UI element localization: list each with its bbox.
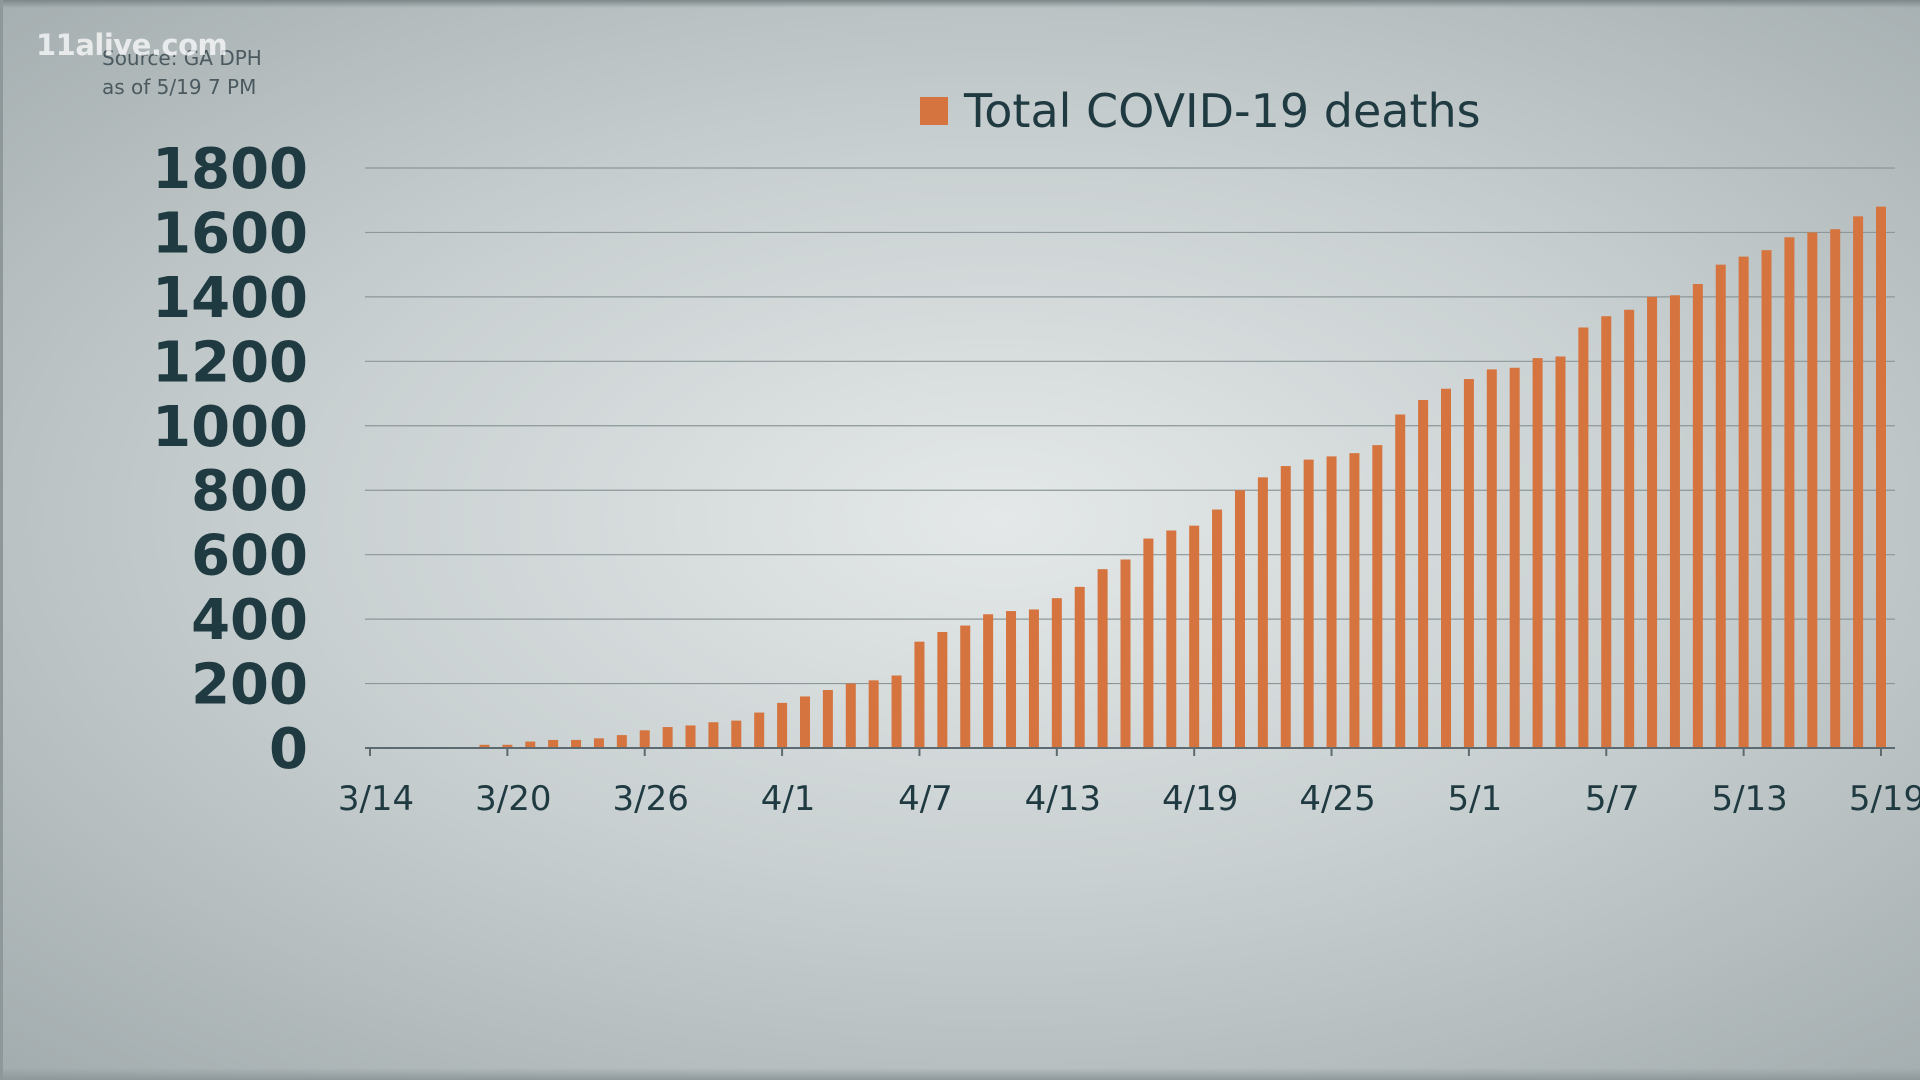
bar-3-30 [731, 720, 742, 748]
x-tick-label: 3/20 [475, 779, 551, 819]
bar-3-28 [685, 725, 696, 748]
bar-4-21 [1234, 490, 1245, 748]
as-of-line: as of 5/19 7 PM [102, 75, 257, 99]
x-tick-label: 5/7 [1585, 779, 1640, 819]
source-line: Source: GA DPH [102, 46, 262, 70]
source-note: Source: GA DPH as of 5/19 7 PM [102, 44, 262, 102]
x-tick-label: 4/1 [761, 779, 816, 819]
y-tick-label: 0 [269, 717, 308, 782]
bar-4-25 [1326, 456, 1337, 748]
bar-4-12 [1028, 609, 1039, 748]
bar-5-5 [1555, 356, 1566, 748]
bar-4-16 [1120, 559, 1131, 748]
bar-4-2 [799, 696, 810, 748]
x-tick-label: 3/26 [613, 779, 689, 819]
bar-4-26 [1349, 453, 1360, 748]
bar-4-15 [1097, 569, 1108, 748]
bar-4-30 [1441, 388, 1452, 748]
y-tick-label: 1400 [152, 266, 308, 331]
y-tick-label: 600 [191, 524, 308, 589]
bar-5-1 [1463, 379, 1474, 748]
bottom-edge-shadow [0, 1068, 1920, 1080]
x-tick-label: 5/19 [1849, 779, 1920, 819]
bar-3-29 [708, 722, 719, 748]
bar-4-6 [891, 675, 902, 748]
bar-3-20 [502, 744, 513, 748]
x-tick-label: 4/7 [898, 779, 953, 819]
bar-5-16 [1807, 232, 1818, 748]
bar-5-9 [1647, 296, 1658, 748]
bar-3-22 [548, 739, 559, 748]
bar-5-18 [1853, 216, 1864, 749]
bar-4-8 [937, 632, 948, 748]
bar-3-26 [639, 730, 650, 748]
bar-3-27 [662, 727, 673, 748]
bar-5-14 [1761, 250, 1772, 748]
bar-4-13 [1051, 598, 1062, 748]
y-tick-label: 1200 [152, 330, 308, 395]
y-tick-label: 1000 [152, 395, 308, 460]
bar-5-13 [1738, 256, 1749, 748]
bars [479, 206, 1886, 749]
x-tick-label: 4/19 [1162, 779, 1238, 819]
bar-5-19 [1876, 206, 1886, 748]
chart-legend: Total COVID-19 deaths [920, 84, 1481, 138]
bar-4-7 [914, 641, 925, 748]
bar-5-3 [1509, 367, 1520, 748]
bar-3-31 [754, 712, 765, 748]
bar-4-23 [1280, 466, 1291, 748]
x-tick-label: 4/25 [1299, 779, 1375, 819]
bar-4-11 [1006, 611, 1017, 748]
y-tick-label: 800 [191, 459, 308, 524]
bar-5-17 [1830, 229, 1841, 748]
bar-5-6 [1578, 327, 1589, 748]
bar-4-17 [1143, 538, 1154, 748]
bar-5-2 [1486, 369, 1497, 748]
bar-4-3 [822, 690, 833, 748]
bar-4-14 [1074, 586, 1085, 748]
bar-5-7 [1601, 316, 1612, 748]
bar-4-20 [1212, 509, 1223, 748]
y-tick-label: 200 [191, 653, 308, 718]
legend-swatch [920, 97, 948, 125]
bar-4-28 [1395, 414, 1406, 748]
bar-5-12 [1715, 264, 1726, 748]
bar-4-22 [1257, 477, 1268, 748]
y-tick-label: 400 [191, 588, 308, 653]
bar-5-15 [1784, 237, 1795, 748]
legend-label: Total COVID-19 deaths [964, 84, 1481, 138]
bar-5-10 [1669, 295, 1680, 748]
bar-4-4 [845, 683, 856, 748]
x-tick-label: 4/13 [1025, 779, 1101, 819]
bar-4-9 [960, 625, 971, 748]
bar-5-11 [1692, 284, 1703, 748]
bar-4-5 [868, 680, 879, 748]
bar-4-18 [1166, 530, 1177, 748]
bar-5-8 [1624, 309, 1635, 748]
station-watermark: 11alive.com [36, 28, 228, 62]
bar-3-24 [593, 738, 604, 748]
y-tick-label: 1800 [152, 137, 308, 202]
x-tick-label: 5/13 [1711, 779, 1787, 819]
bar-4-24 [1303, 459, 1314, 748]
x-tick-label: 3/14 [338, 779, 414, 819]
bar-4-27 [1372, 445, 1383, 748]
bar-4-1 [777, 702, 788, 748]
left-edge [0, 0, 3, 1080]
bar-3-19 [479, 744, 490, 748]
bar-4-10 [983, 614, 994, 748]
bar-3-23 [571, 739, 582, 748]
y-tick-label: 1600 [152, 201, 308, 266]
bar-5-4 [1532, 358, 1543, 748]
x-axis-ticks: 3/14 3/20 3/26 4/1 4/7 4/13 4/19 4/25 5/1 5/7 5/13… [338, 748, 1920, 819]
bar-4-19 [1189, 525, 1200, 748]
bar-3-25 [616, 735, 627, 748]
top-edge-shadow [0, 0, 1920, 8]
bar-3-21 [525, 741, 536, 748]
x-tick-label: 5/1 [1448, 779, 1503, 819]
bar-4-29 [1418, 400, 1429, 748]
